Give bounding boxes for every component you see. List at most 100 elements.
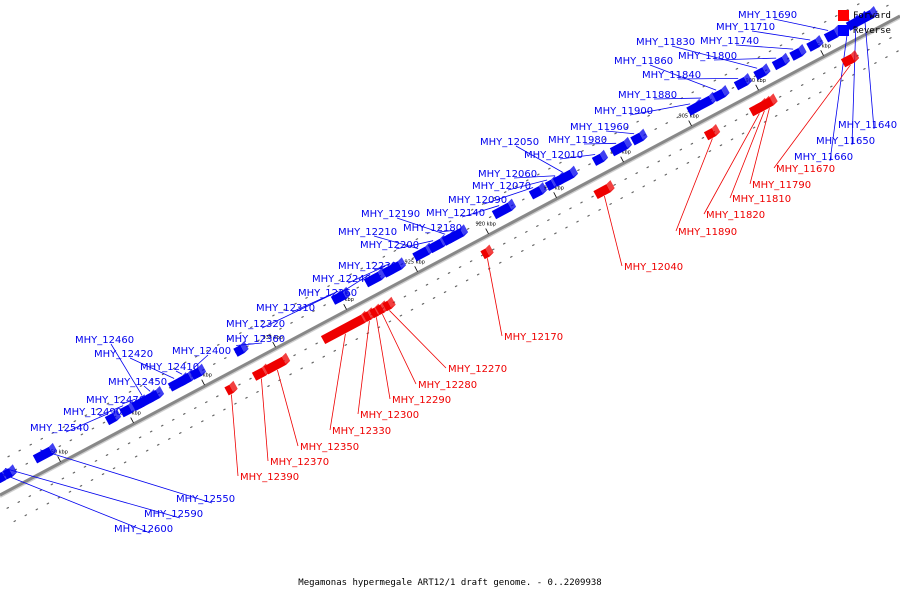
MHY_12070-glyph-side bbox=[550, 175, 560, 188]
MHY_11900-glyph-side bbox=[695, 98, 704, 111]
MHY_12590-glyph-side bbox=[8, 464, 18, 477]
MHY_12600-glyph bbox=[0, 471, 7, 484]
MHY_11980-leader bbox=[583, 142, 617, 145]
MHY_11860-leader bbox=[649, 64, 717, 91]
MHY_12240-glyph-side bbox=[389, 261, 399, 274]
MHY_11660-glyph-side bbox=[853, 14, 863, 27]
MHY_12190-glyph-side bbox=[449, 229, 459, 242]
MHY_12280-glyph-side bbox=[380, 300, 389, 313]
MHY_12010-glyph bbox=[591, 153, 605, 166]
MHY_12400-glyph-side bbox=[197, 363, 207, 376]
MHY_11820-leader bbox=[703, 113, 760, 215]
MHY_12490-leader bbox=[98, 405, 124, 417]
MHY_11790-leader bbox=[749, 108, 770, 185]
MHY_12140-leader bbox=[461, 205, 500, 218]
MHY_12410-glyph-side bbox=[187, 368, 197, 381]
MHY_12310-glyph-side bbox=[342, 286, 351, 299]
MHY_11650-glyph-side bbox=[860, 10, 870, 23]
MHY_11880-leader bbox=[653, 97, 702, 100]
MHY_11840-label: MHY_11840 bbox=[642, 70, 701, 81]
MHY_12330-glyph bbox=[320, 314, 366, 344]
MHY_11670-glyph bbox=[840, 54, 856, 68]
legend-reverse: Reverse bbox=[838, 23, 891, 38]
MHY_12490-label: MHY_12490 bbox=[63, 407, 122, 418]
scale-tick-label: 920 kbp bbox=[476, 222, 496, 228]
figure-caption: Megamonas hypermegale ART12/1 draft geno… bbox=[298, 578, 602, 588]
track-dots-3 bbox=[13, 49, 900, 523]
MHY_11710-label: MHY_11710 bbox=[716, 22, 775, 33]
MHY_12550-glyph bbox=[32, 446, 54, 464]
MHY_12010-label: MHY_12010 bbox=[524, 150, 583, 161]
MHY_12550-leader bbox=[40, 449, 213, 504]
MHY_12370-label: MHY_12370 bbox=[270, 457, 329, 468]
MHY_12170-label: MHY_12170 bbox=[504, 332, 563, 343]
MHY_12230-glyph-side bbox=[397, 257, 407, 270]
MHY_12420-glyph-side bbox=[181, 372, 191, 385]
MHY_12320-leader bbox=[261, 293, 334, 329]
MHY_11840-leader bbox=[677, 77, 739, 80]
MHY_12210-glyph-side bbox=[425, 242, 434, 255]
MHY_11690-label: MHY_11690 bbox=[738, 10, 797, 21]
MHY_12190-leader bbox=[396, 217, 446, 235]
MHY_12360-label: MHY_12360 bbox=[226, 334, 285, 345]
MHY_12400-leader bbox=[192, 354, 209, 369]
MHY_12010-glyph-side bbox=[599, 149, 609, 162]
MHY_12540-label: MHY_12540 bbox=[30, 423, 89, 434]
MHY_11810-glyph-side bbox=[764, 95, 774, 108]
MHY_12310-label: MHY_12310 bbox=[256, 303, 315, 314]
legend-forward: Forward bbox=[838, 8, 891, 23]
MHY_11900-label: MHY_11900 bbox=[594, 106, 653, 117]
MHY_11690-glyph bbox=[823, 29, 839, 43]
MHY_12180-glyph-side bbox=[459, 224, 469, 237]
legend-forward-label: Forward bbox=[853, 10, 891, 21]
MHY_12140-glyph-side bbox=[507, 198, 517, 211]
MHY_11890-label: MHY_11890 bbox=[678, 227, 737, 238]
MHY_12450-label: MHY_12450 bbox=[108, 377, 167, 388]
MHY_11790-glyph-side bbox=[769, 93, 778, 106]
MHY_11800-label: MHY_11800 bbox=[678, 51, 737, 62]
MHY_12390-glyph bbox=[224, 384, 234, 396]
MHY_11650-leader bbox=[851, 15, 857, 146]
legend: Forward Reverse bbox=[838, 8, 891, 38]
MHY_11820-label: MHY_11820 bbox=[706, 210, 765, 221]
MHY_11800-glyph-side bbox=[781, 52, 791, 65]
MHY_12360-glyph-side bbox=[240, 341, 249, 353]
scale-tick bbox=[755, 84, 759, 91]
MHY_12170-leader bbox=[487, 258, 503, 337]
scale-tick bbox=[820, 50, 824, 56]
MHY_11980-label: MHY_11980 bbox=[548, 135, 607, 146]
MHY_12040-label: MHY_12040 bbox=[624, 262, 683, 273]
MHY_12170-glyph-side bbox=[485, 244, 494, 257]
MHY_12190-label: MHY_12190 bbox=[361, 209, 420, 220]
scale-tick-label: 935 kbp bbox=[263, 335, 283, 341]
MHY_12010-leader bbox=[559, 154, 596, 160]
MHY_12090-leader bbox=[483, 187, 534, 205]
track-dots-0 bbox=[0, 0, 868, 462]
MHY_11810-label: MHY_11810 bbox=[732, 194, 791, 205]
MHY_12200-glyph-side bbox=[439, 234, 449, 247]
scale-tick-label: 900 kbp bbox=[746, 78, 766, 84]
MHY_11890-leader bbox=[675, 138, 713, 232]
MHY_11800-glyph bbox=[771, 56, 787, 71]
MHY_12040-glyph bbox=[593, 184, 611, 199]
MHY_11640-label: MHY_11640 bbox=[838, 120, 897, 131]
MHY_11960-glyph bbox=[630, 132, 644, 146]
MHY_12420-leader bbox=[129, 357, 175, 379]
MHY_11830-glyph-side bbox=[762, 63, 771, 76]
scale-tick bbox=[414, 266, 418, 272]
MHY_12550-label: MHY_12550 bbox=[176, 494, 235, 505]
MHY_12090-glyph-side bbox=[538, 182, 548, 195]
MHY_12450-leader bbox=[143, 385, 151, 392]
MHY_11900-leader bbox=[629, 103, 691, 116]
MHY_11790-label: MHY_11790 bbox=[752, 180, 811, 191]
MHY_12590-leader bbox=[5, 468, 181, 519]
MHY_12450-glyph-side bbox=[155, 386, 165, 398]
MHY_12140-glyph bbox=[491, 202, 513, 220]
MHY_12540-glyph-side bbox=[112, 408, 122, 421]
MHY_12230-leader bbox=[373, 263, 391, 271]
scale-tick bbox=[201, 379, 205, 386]
MHY_11980-glyph-side bbox=[623, 136, 633, 149]
MHY_12300-glyph-side bbox=[367, 307, 376, 320]
scale-tick bbox=[130, 417, 134, 423]
